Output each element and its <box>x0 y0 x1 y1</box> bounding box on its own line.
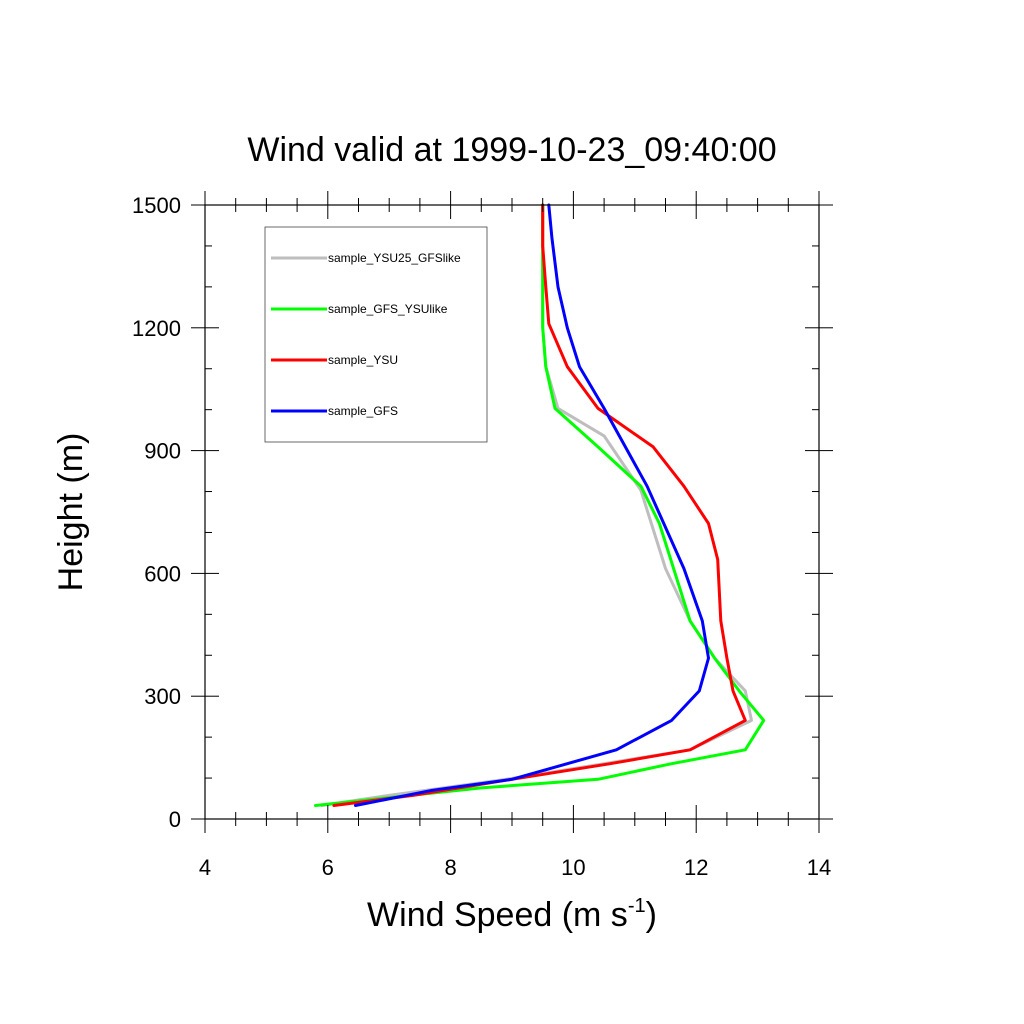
axis-ticks <box>191 191 833 833</box>
x-tick-label: 6 <box>322 855 334 880</box>
x-tick-label: 14 <box>807 855 831 880</box>
y-tick-label: 900 <box>144 439 181 464</box>
legend-label-sample-ysu: sample_YSU <box>328 353 398 367</box>
legend-label-sample-ysu25-gfslike: sample_YSU25_GFSlike <box>328 251 461 265</box>
series-line-sample-gfs <box>353 203 710 807</box>
x-tick-label: 8 <box>444 855 456 880</box>
x-axis-label-superscript: -1 <box>628 895 646 917</box>
tick-labels: 4 6 8 10 12 14 0 300 600 900 1200 1500 <box>132 193 831 880</box>
x-axis-label-main: Wind Speed (m s <box>367 896 628 934</box>
y-axis-label: Height (m) <box>52 433 90 592</box>
chart-title: Wind valid at 1999-10-23_09:40:00 <box>247 131 776 169</box>
y-tick-label: 0 <box>169 807 181 832</box>
legend-box <box>264 226 488 443</box>
legend-label-sample-gfs-ysulike: sample_GFS_YSUlike <box>328 302 448 316</box>
x-axis-label: Wind Speed (m s-1) <box>367 895 657 934</box>
plot-frame <box>204 204 820 820</box>
x-axis-label-end: ) <box>646 896 657 934</box>
x-tick-label: 10 <box>561 855 585 880</box>
series-line-sample-ysu <box>332 203 747 807</box>
x-tick-label: 4 <box>199 855 211 880</box>
y-tick-label: 1200 <box>132 316 181 341</box>
legend: sample_YSU25_GFSlike sample_GFS_YSUlikesa… <box>264 226 488 443</box>
series-line-sample-gfs-ysulike <box>314 203 766 807</box>
y-tick-label: 1500 <box>132 193 181 218</box>
plot-lines <box>314 203 766 807</box>
y-tick-label: 600 <box>144 561 181 586</box>
x-tick-label: 12 <box>684 855 708 880</box>
y-tick-label: 300 <box>144 684 181 709</box>
legend-label-sample-gfs: sample_GFS <box>328 404 398 418</box>
